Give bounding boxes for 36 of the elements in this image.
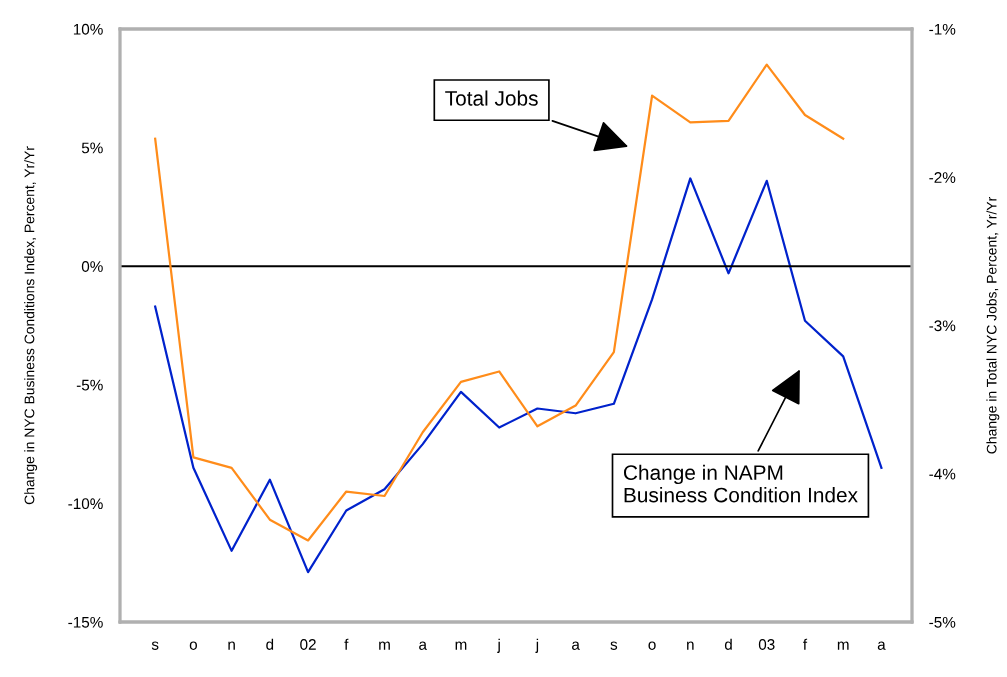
y2-axis-title: Change in Total NYC Jobs, Percent, Yr/Yr — [986, 197, 1000, 454]
x-tick-label: m — [837, 641, 849, 650]
y-tick-label: -5% — [76, 379, 103, 391]
x-tick-label: a — [419, 641, 427, 650]
y-tick-label: -15% — [68, 616, 103, 628]
x-tick-label: f — [344, 638, 349, 650]
x-tick-label: d — [266, 638, 274, 650]
x-tick-label: j — [497, 638, 500, 653]
x-tick-label: s — [610, 641, 618, 650]
x-tick-label: o — [648, 641, 656, 650]
annotation: Change in NAPM Business Condition Index — [623, 464, 858, 503]
y2-tick-label: -5% — [929, 616, 956, 628]
x-tick-label: 02 — [300, 639, 316, 650]
y-tick-label: 0% — [81, 261, 103, 272]
y-axis-title: Change in NYC Business Conditions Index, Percent, Yr/Yr — [24, 146, 38, 505]
x-tick-label: n — [687, 641, 694, 650]
y2-tick-label: -2% — [929, 172, 956, 183]
line-series — [154, 177, 883, 574]
x-tick-label: m — [379, 641, 390, 650]
y-tick-label: 5% — [81, 142, 103, 154]
x-tick-label: n — [228, 641, 235, 650]
y-tick-label: -10% — [68, 498, 103, 510]
x-tick-label: j — [535, 638, 539, 653]
x-tick-label: m — [455, 641, 467, 650]
x-tick-label: s — [151, 641, 159, 650]
x-tick-label: f — [803, 638, 808, 650]
x-tick-label: a — [572, 641, 580, 650]
y2-tick-label: -3% — [929, 320, 956, 332]
y2-tick-label: -1% — [929, 23, 956, 35]
y2-tick-label: -4% — [929, 468, 956, 480]
x-tick-label: d — [724, 638, 732, 650]
x-tick-label: 03 — [758, 639, 775, 650]
x-tick-label: a — [877, 641, 886, 650]
x-tick-label: o — [189, 641, 197, 650]
annotation: Total Jobs — [445, 90, 538, 106]
y-tick-label: 10% — [73, 23, 103, 35]
